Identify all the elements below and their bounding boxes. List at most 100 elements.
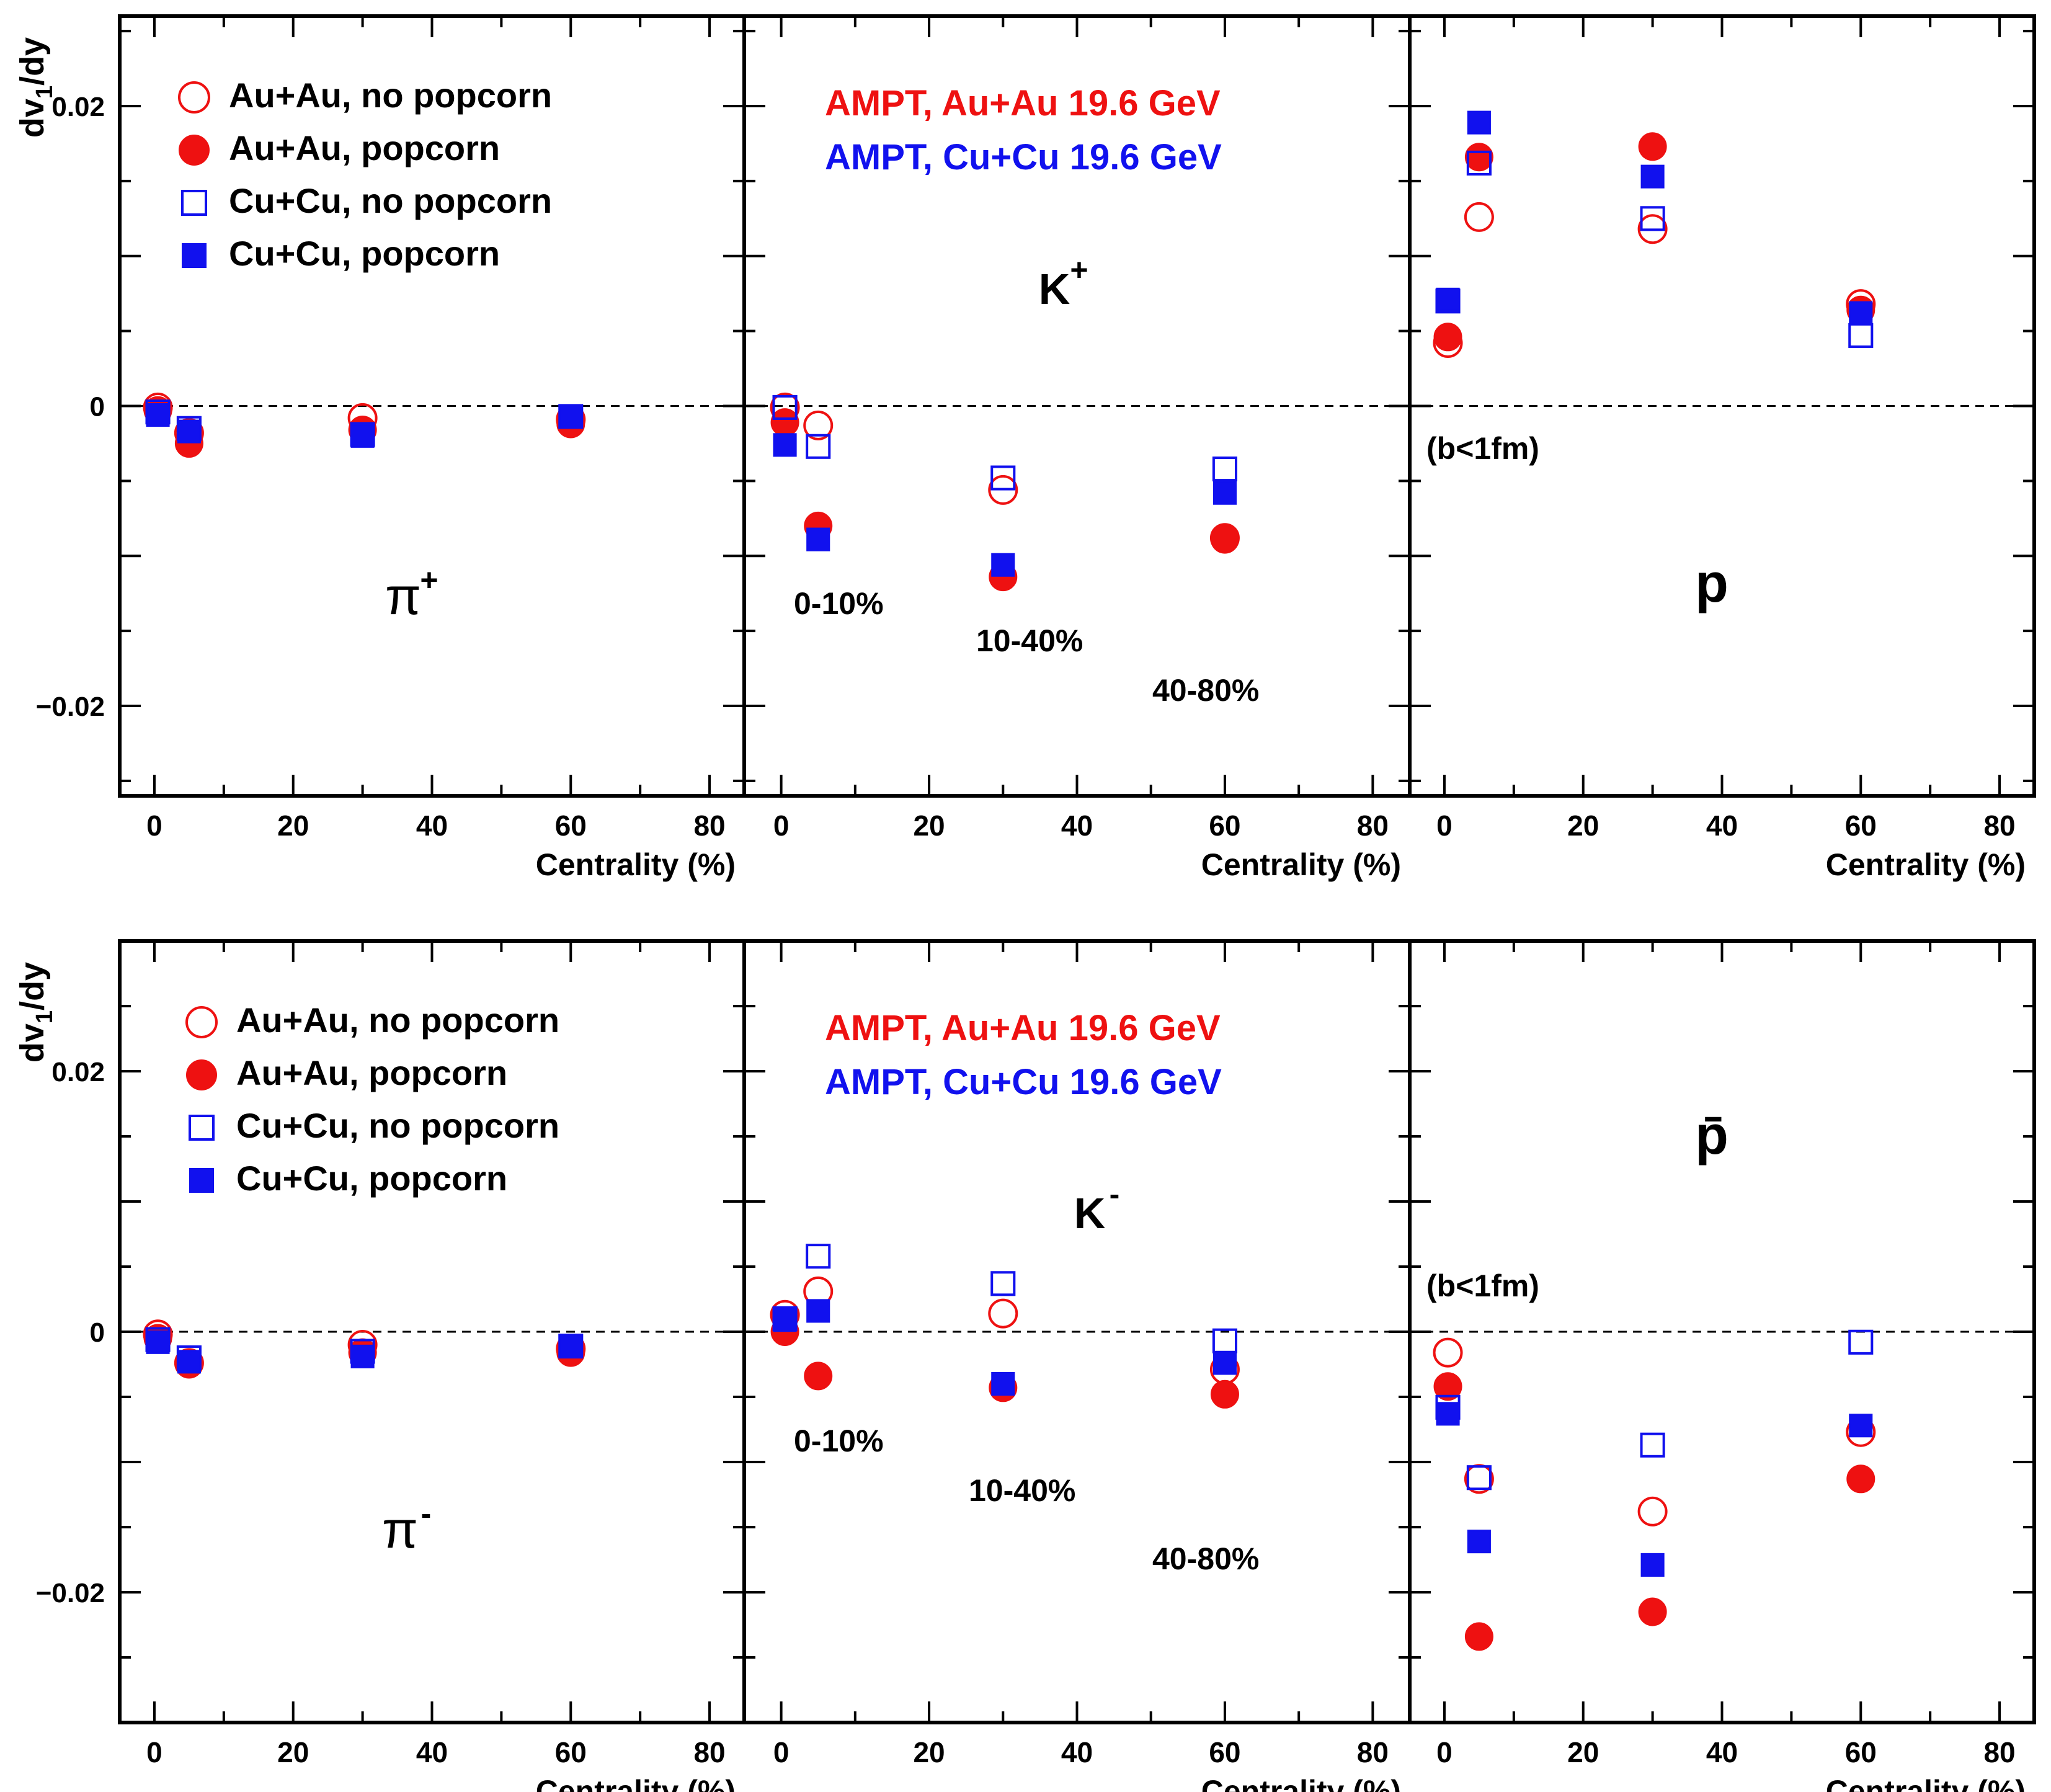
- annotation: (b<1fm): [1426, 1268, 1539, 1303]
- data-point: [177, 419, 201, 444]
- data-point: [1467, 110, 1491, 135]
- legend-marker: [186, 1059, 217, 1090]
- panel-pi_minus: 0 20 40 60 80 Centrality (%) 0.02 0 −0.02 dv1/dy π…: [14, 939, 746, 1792]
- x-tick-label: 20: [913, 1736, 945, 1768]
- data-point: [350, 1344, 375, 1368]
- y-tick-label: −0.02: [36, 1578, 105, 1608]
- annotation: 40-80%: [1152, 1541, 1259, 1576]
- data-point: [1464, 1622, 1493, 1651]
- data-point: [990, 1271, 1016, 1296]
- data-point: [991, 553, 1015, 577]
- x-axis-label: Centrality (%): [536, 1774, 736, 1792]
- data-point: [806, 1244, 831, 1269]
- data-point: [1637, 1496, 1668, 1527]
- data-point: [770, 408, 799, 437]
- legend-label: Au+Au, no popcorn: [236, 1001, 559, 1040]
- x-tick-label: 0: [773, 809, 790, 842]
- data-point: [1433, 1372, 1462, 1401]
- x-tick-label: 40: [1061, 809, 1093, 842]
- data-point: [1849, 1414, 1873, 1438]
- legend-marker: [189, 1115, 215, 1141]
- legend-label: Cu+Cu, popcorn: [229, 234, 500, 273]
- x-tick-label: 40: [1706, 1736, 1738, 1768]
- data-point: [991, 1371, 1015, 1396]
- particle-label: p̄: [1695, 1104, 1728, 1166]
- particle-charge: +: [1070, 252, 1088, 287]
- particle-charge: +: [420, 563, 438, 597]
- legend-marker: [185, 1006, 218, 1038]
- data-point: [1212, 1351, 1237, 1375]
- data-point: [1466, 150, 1492, 176]
- data-point: [1640, 164, 1665, 189]
- x-axis-label: Centrality (%): [1201, 1774, 1401, 1792]
- panel-k_plus: 0 20 40 60 80 Centrality (%) K + AMPT, Au+Au 19.…: [742, 14, 1412, 882]
- data-point: [1848, 1329, 1874, 1355]
- annotation: (b<1fm): [1426, 431, 1539, 466]
- y-axis-label: dv1/dy: [14, 37, 58, 138]
- data-point: [1212, 456, 1237, 482]
- particle-label: π: [382, 1500, 418, 1559]
- data-point: [559, 1334, 583, 1358]
- data-point: [1433, 323, 1462, 352]
- x-tick-label: 80: [1357, 1736, 1389, 1768]
- panel-pi_plus: 0 20 40 60 80 Centrality (%) 0.02 0 −0.02 dv1/dy π…: [14, 14, 746, 882]
- legend-marker: [178, 81, 210, 114]
- x-tick-label: 80: [693, 1736, 725, 1768]
- y-tick-label: 0: [90, 1317, 105, 1348]
- y-axis-label-part: /dy: [14, 962, 51, 1010]
- data-point: [773, 1308, 797, 1332]
- legend-label: Au+Au, no popcorn: [229, 76, 552, 115]
- particle-label: K: [1039, 265, 1070, 313]
- y-axis-label-part: dv: [14, 1023, 51, 1063]
- data-point: [1464, 202, 1494, 232]
- x-tick-label: 60: [1845, 1736, 1877, 1768]
- data-point: [1637, 214, 1668, 244]
- y-tick-label: −0.02: [36, 692, 105, 722]
- x-tick-label: 80: [1983, 1736, 2015, 1768]
- panel-antiproton: 0 20 40 60 80 Centrality (%) p̄ (b<1fm): [1408, 939, 2036, 1792]
- data-point: [1210, 1380, 1239, 1409]
- y-axis-label-part: /dy: [14, 37, 51, 86]
- x-tick-label: 60: [555, 1736, 587, 1768]
- y-tick-label: 0.02: [51, 1057, 105, 1087]
- x-tick-label: 40: [1706, 809, 1738, 842]
- x-tick-label: 20: [277, 809, 309, 842]
- x-tick-label: 80: [1357, 809, 1389, 842]
- x-tick-label: 0: [1436, 1736, 1453, 1768]
- data-point: [559, 404, 583, 429]
- y-axis-label: dv1/dy: [14, 962, 58, 1063]
- x-tick-label: 0: [773, 1736, 790, 1768]
- data-point: [806, 527, 830, 551]
- x-tick-label: 60: [1209, 809, 1240, 842]
- x-tick-label: 60: [1845, 809, 1877, 842]
- legend-label: Au+Au, popcorn: [229, 128, 500, 167]
- annotation: 0-10%: [794, 1424, 884, 1458]
- data-point: [772, 395, 798, 420]
- x-tick-label: 0: [146, 809, 162, 842]
- annotation: AMPT, Cu+Cu 19.6 GeV: [825, 1062, 1222, 1102]
- annotation: AMPT, Au+Au 19.6 GeV: [825, 1008, 1221, 1048]
- data-point: [1464, 143, 1493, 172]
- x-tick-label: 20: [277, 1736, 309, 1768]
- particle-charge: -: [1110, 1177, 1120, 1211]
- data-point: [1433, 1337, 1463, 1368]
- legend-marker: [182, 243, 207, 268]
- y-axis-label-part: dv: [14, 99, 51, 138]
- particle-charge: -: [421, 1496, 432, 1531]
- annotation: AMPT, Au+Au 19.6 GeV: [825, 83, 1221, 123]
- y-tick-label: 0: [90, 392, 105, 422]
- data-point: [773, 433, 797, 457]
- annotation: 10-40%: [969, 1473, 1075, 1508]
- data-point: [1640, 1432, 1665, 1458]
- x-tick-label: 0: [1436, 809, 1453, 842]
- y-axis-label-part: 1: [32, 86, 58, 99]
- data-point: [988, 475, 1018, 505]
- data-point: [990, 465, 1016, 491]
- data-point: [1436, 1402, 1460, 1426]
- data-point: [1466, 1465, 1492, 1491]
- data-point: [1638, 132, 1667, 161]
- x-axis-label: Centrality (%): [1826, 1774, 2026, 1792]
- data-point: [1640, 1553, 1665, 1577]
- data-point: [988, 1298, 1018, 1329]
